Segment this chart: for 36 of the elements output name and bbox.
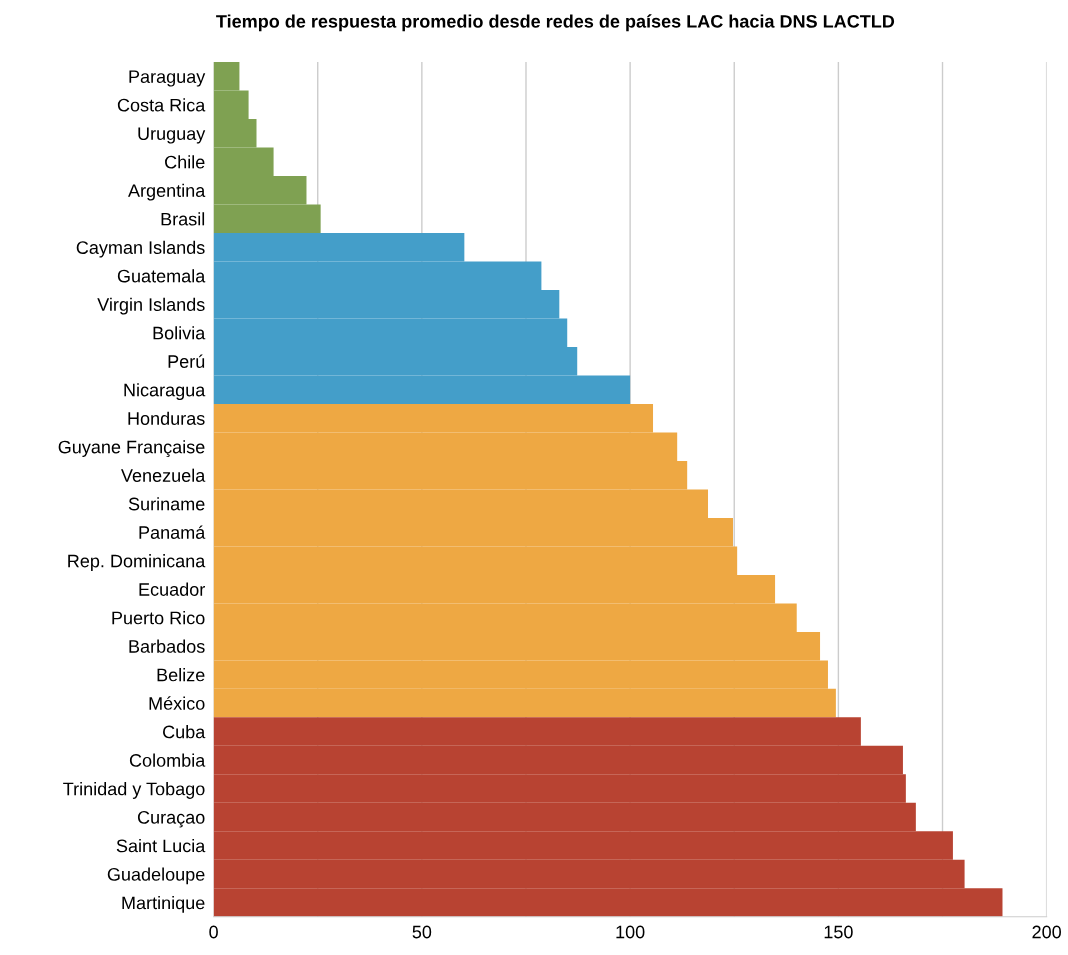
y-tick-label: Belize bbox=[157, 668, 205, 682]
chart-title: Tiempo de respuesta promedio desde redes de países LAC hacia DNS LACTLD bbox=[216, 14, 895, 32]
y-tick-label: Cuba bbox=[163, 725, 206, 739]
y-tick-label: Guyane Française bbox=[58, 440, 205, 458]
y-tick-label: Barbados bbox=[129, 639, 205, 653]
y-tick-label: Costa Rica bbox=[117, 98, 206, 112]
y-tick-label: Uruguay bbox=[138, 127, 206, 144]
y-tick-label: Paraguay bbox=[129, 70, 206, 87]
y-tick-label: Virgin Islands bbox=[97, 297, 205, 315]
x-tick-label: 150 bbox=[824, 925, 853, 939]
y-tick-label: Suriname bbox=[128, 497, 205, 511]
y-tick-label: Guatemala bbox=[117, 269, 206, 283]
y-tick-label: México bbox=[149, 696, 205, 710]
y-tick-label: Colombia bbox=[129, 753, 206, 767]
x-tick-label: 100 bbox=[616, 925, 645, 939]
y-tick-label: Argentina bbox=[128, 183, 206, 201]
y-tick-label: Nicaragua bbox=[124, 383, 206, 401]
x-tick-label: 200 bbox=[1032, 925, 1061, 939]
y-tick-label: Panamá bbox=[139, 525, 206, 539]
y-tick-label: Brasil bbox=[161, 212, 205, 226]
y-tick-label: Martinique bbox=[122, 896, 205, 913]
y-tick-label: Venezuela bbox=[121, 468, 206, 482]
y-tick-label: Chile bbox=[165, 155, 205, 169]
y-tick-label: Trinidad y Tobago bbox=[63, 782, 205, 799]
y-tick-label: Honduras bbox=[128, 411, 205, 425]
y-tick-label: Rep. Dominicana bbox=[68, 554, 206, 571]
y-tick-label: Curaçao bbox=[137, 810, 205, 828]
x-tick-label: 0 bbox=[209, 925, 218, 939]
y-tick-label: Guadeloupe bbox=[107, 867, 205, 885]
y-tick-label: Bolivia bbox=[153, 326, 206, 340]
x-tick-label: 50 bbox=[412, 925, 432, 939]
y-tick-label: Puerto Rico bbox=[112, 611, 205, 625]
y-tick-label: Ecuador bbox=[139, 582, 205, 596]
y-tick-label: Perú bbox=[168, 354, 205, 368]
y-tick-label: Saint Lucia bbox=[116, 839, 206, 853]
y-tick-label: Cayman Islands bbox=[76, 240, 205, 258]
